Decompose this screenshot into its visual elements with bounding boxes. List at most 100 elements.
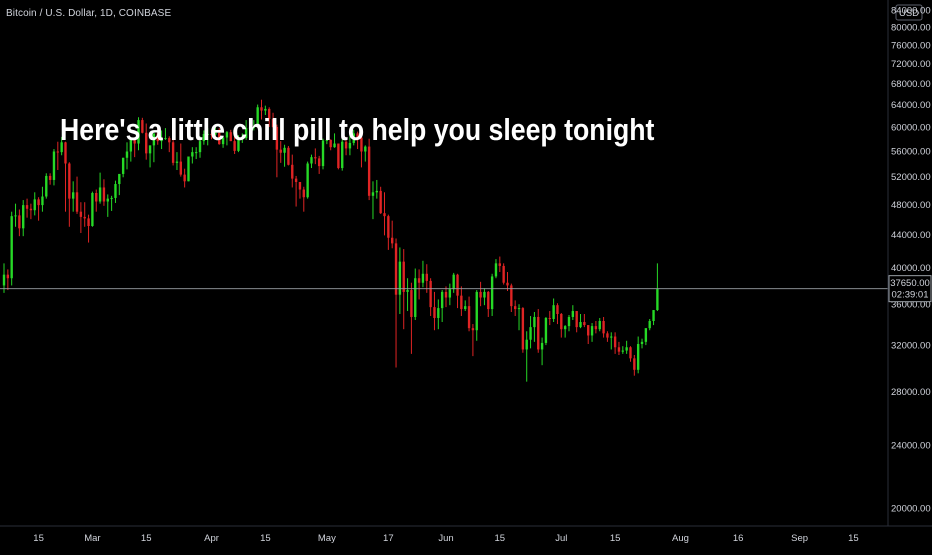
- candle-body: [487, 291, 490, 310]
- candle-body: [629, 347, 632, 359]
- annotation-headline: Here's a little chill pill to help you s…: [60, 112, 655, 147]
- candle-body: [367, 146, 371, 196]
- candle-body: [437, 308, 440, 318]
- candle-body: [75, 192, 79, 212]
- candle-body: [456, 274, 459, 296]
- candle-body: [183, 174, 186, 182]
- candle: [114, 180, 117, 203]
- candle-body: [6, 274, 10, 279]
- candle: [394, 238, 398, 368]
- price-tick-label: 28000.00: [891, 387, 931, 398]
- candle: [456, 273, 459, 309]
- candle-body: [221, 137, 225, 145]
- candle-body: [210, 133, 213, 135]
- candle-body: [29, 208, 33, 211]
- candle: [533, 312, 536, 342]
- candle-body: [114, 184, 117, 198]
- candle-body: [291, 164, 294, 179]
- price-tick-label: 32000.00: [891, 341, 931, 352]
- time-tick-label: May: [318, 533, 336, 544]
- candle: [218, 128, 221, 145]
- candle-body: [171, 142, 175, 163]
- candle: [341, 139, 344, 171]
- candle-body: [237, 138, 240, 151]
- candle-body: [606, 333, 609, 338]
- candle-body: [344, 141, 348, 149]
- candle-body: [379, 190, 382, 214]
- candle-body: [179, 161, 182, 175]
- candle-body: [633, 358, 636, 370]
- candle: [629, 346, 632, 362]
- candle-body: [118, 173, 121, 185]
- candle-body: [364, 146, 367, 152]
- candle: [417, 269, 421, 300]
- candle: [29, 203, 33, 220]
- candle-body: [271, 118, 275, 127]
- price-tick-label: 52000.00: [891, 172, 931, 183]
- price-axis[interactable]: USD 20000.00 24000.00 28000.00 32000.00 3600…: [887, 0, 932, 526]
- candle: [179, 143, 182, 177]
- candle: [648, 318, 651, 331]
- candle: [221, 135, 225, 148]
- candle-body: [279, 149, 282, 153]
- candle: [437, 299, 440, 330]
- candle-body: [52, 151, 56, 180]
- candle: [33, 192, 36, 216]
- price-tick-label: 84000.00: [891, 6, 931, 17]
- candle-body: [356, 133, 359, 138]
- candle: [183, 168, 186, 188]
- candle: [537, 309, 540, 353]
- price-tick-label: 72000.00: [891, 59, 931, 70]
- candle: [210, 129, 213, 140]
- candle-body: [464, 306, 467, 310]
- candle-body: [41, 196, 44, 206]
- candle: [37, 197, 40, 221]
- candle-body: [45, 175, 48, 197]
- candle-body: [544, 317, 548, 343]
- candle: [141, 117, 144, 134]
- price-tick-label: 24000.00: [891, 440, 931, 451]
- candle-body: [348, 142, 352, 149]
- candle-body: [325, 139, 329, 141]
- symbol-title[interactable]: Bitcoin / U.S. Dollar, 1D, COINBASE: [6, 8, 172, 19]
- candle: [64, 141, 67, 212]
- candle: [156, 126, 159, 145]
- candle: [125, 142, 129, 170]
- price-tick-label: 64000.00: [891, 100, 931, 111]
- candle: [610, 332, 613, 350]
- time-axis[interactable]: 15 Mar 15 Apr 15 May 17 Jun 15 Jul 15 Aug 16 Sep 15: [0, 525, 932, 544]
- candle: [10, 211, 13, 286]
- candle: [252, 120, 256, 131]
- candle-body: [129, 139, 133, 152]
- price-tick-label: 68000.00: [891, 79, 931, 90]
- candle: [87, 214, 90, 243]
- currency-label: USD: [899, 8, 919, 19]
- candle: [329, 139, 332, 151]
- candle-body: [95, 193, 98, 202]
- candle-body: [652, 310, 655, 322]
- candle: [529, 315, 532, 349]
- candle: [98, 172, 102, 204]
- candle-body: [152, 133, 156, 146]
- candle-body: [425, 273, 428, 281]
- candle-body: [556, 305, 559, 314]
- currency-badge[interactable]: [895, 4, 923, 21]
- candle: [225, 131, 229, 146]
- candle-body: [194, 152, 198, 154]
- candle: [337, 143, 340, 170]
- candle: [175, 152, 179, 170]
- candle-body: [87, 218, 90, 227]
- candle: [656, 263, 659, 312]
- candle-body: [160, 138, 163, 142]
- time-tick-label: Mar: [84, 533, 100, 544]
- candle: [625, 340, 628, 354]
- candle: [14, 203, 17, 227]
- candle: [22, 200, 25, 237]
- candle: [294, 175, 298, 207]
- candle-body: [471, 328, 475, 331]
- candle: [475, 290, 478, 341]
- candle-body: [202, 133, 206, 142]
- candle: [214, 125, 217, 136]
